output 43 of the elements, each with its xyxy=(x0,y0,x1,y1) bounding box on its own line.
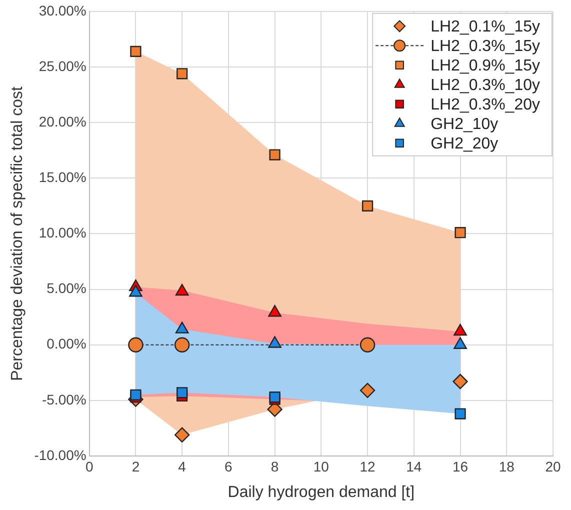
point xyxy=(452,374,468,390)
point xyxy=(128,337,144,352)
legend-label: LH2_0.1%_15y xyxy=(430,18,540,36)
point xyxy=(362,200,374,212)
legend-label: LH2_0.3%_20y xyxy=(430,96,540,114)
y-tick-label: 10.00% xyxy=(38,224,86,241)
x-tick-label: 12 xyxy=(360,458,376,474)
point xyxy=(176,387,188,398)
y-tick-label: 5.00% xyxy=(46,280,86,296)
point xyxy=(130,46,142,57)
x-tick-label: 6 xyxy=(224,458,233,474)
x-tick-label: 10 xyxy=(313,458,330,474)
y-tick-label: -10.00% xyxy=(34,446,86,463)
legend-label: GH2_10y xyxy=(430,116,498,134)
point xyxy=(454,227,466,238)
x-axis-title: Daily hydrogen demand [t] xyxy=(228,484,415,501)
point xyxy=(360,337,376,352)
point xyxy=(174,427,190,442)
x-tick-label: 8 xyxy=(270,458,279,474)
x-tick-label: 20 xyxy=(545,458,561,474)
y-tick-label: 0.00% xyxy=(46,336,86,352)
y-tick-label: -5.00% xyxy=(42,391,86,408)
y-tick-label: 25.00% xyxy=(38,58,86,74)
point xyxy=(454,408,466,420)
x-tick-label: 14 xyxy=(406,458,422,474)
point xyxy=(174,337,190,352)
x-tick-label: 4 xyxy=(178,458,186,474)
legend-label: LH2_0.9%_15y xyxy=(430,58,540,75)
x-tick-label: 2 xyxy=(132,458,140,474)
point xyxy=(130,389,142,400)
y-tick-label: 30.00% xyxy=(38,2,86,18)
legend-label: LH2_0.3%_10y xyxy=(430,77,540,94)
point xyxy=(176,68,188,80)
point xyxy=(269,149,280,160)
legend-label: GH2_20y xyxy=(430,136,498,153)
y-tick-label: 15.00% xyxy=(38,168,86,185)
legend-label: LH2_0.3%_15y xyxy=(430,38,540,56)
x-tick-label: 0 xyxy=(85,458,94,474)
x-tick-label: 18 xyxy=(498,458,515,474)
x-tick-label: 16 xyxy=(452,458,468,474)
point xyxy=(360,382,376,398)
y-axis-title: Percentage deviation of specific total cost xyxy=(9,86,26,381)
y-tick-label: 20.00% xyxy=(38,113,86,130)
